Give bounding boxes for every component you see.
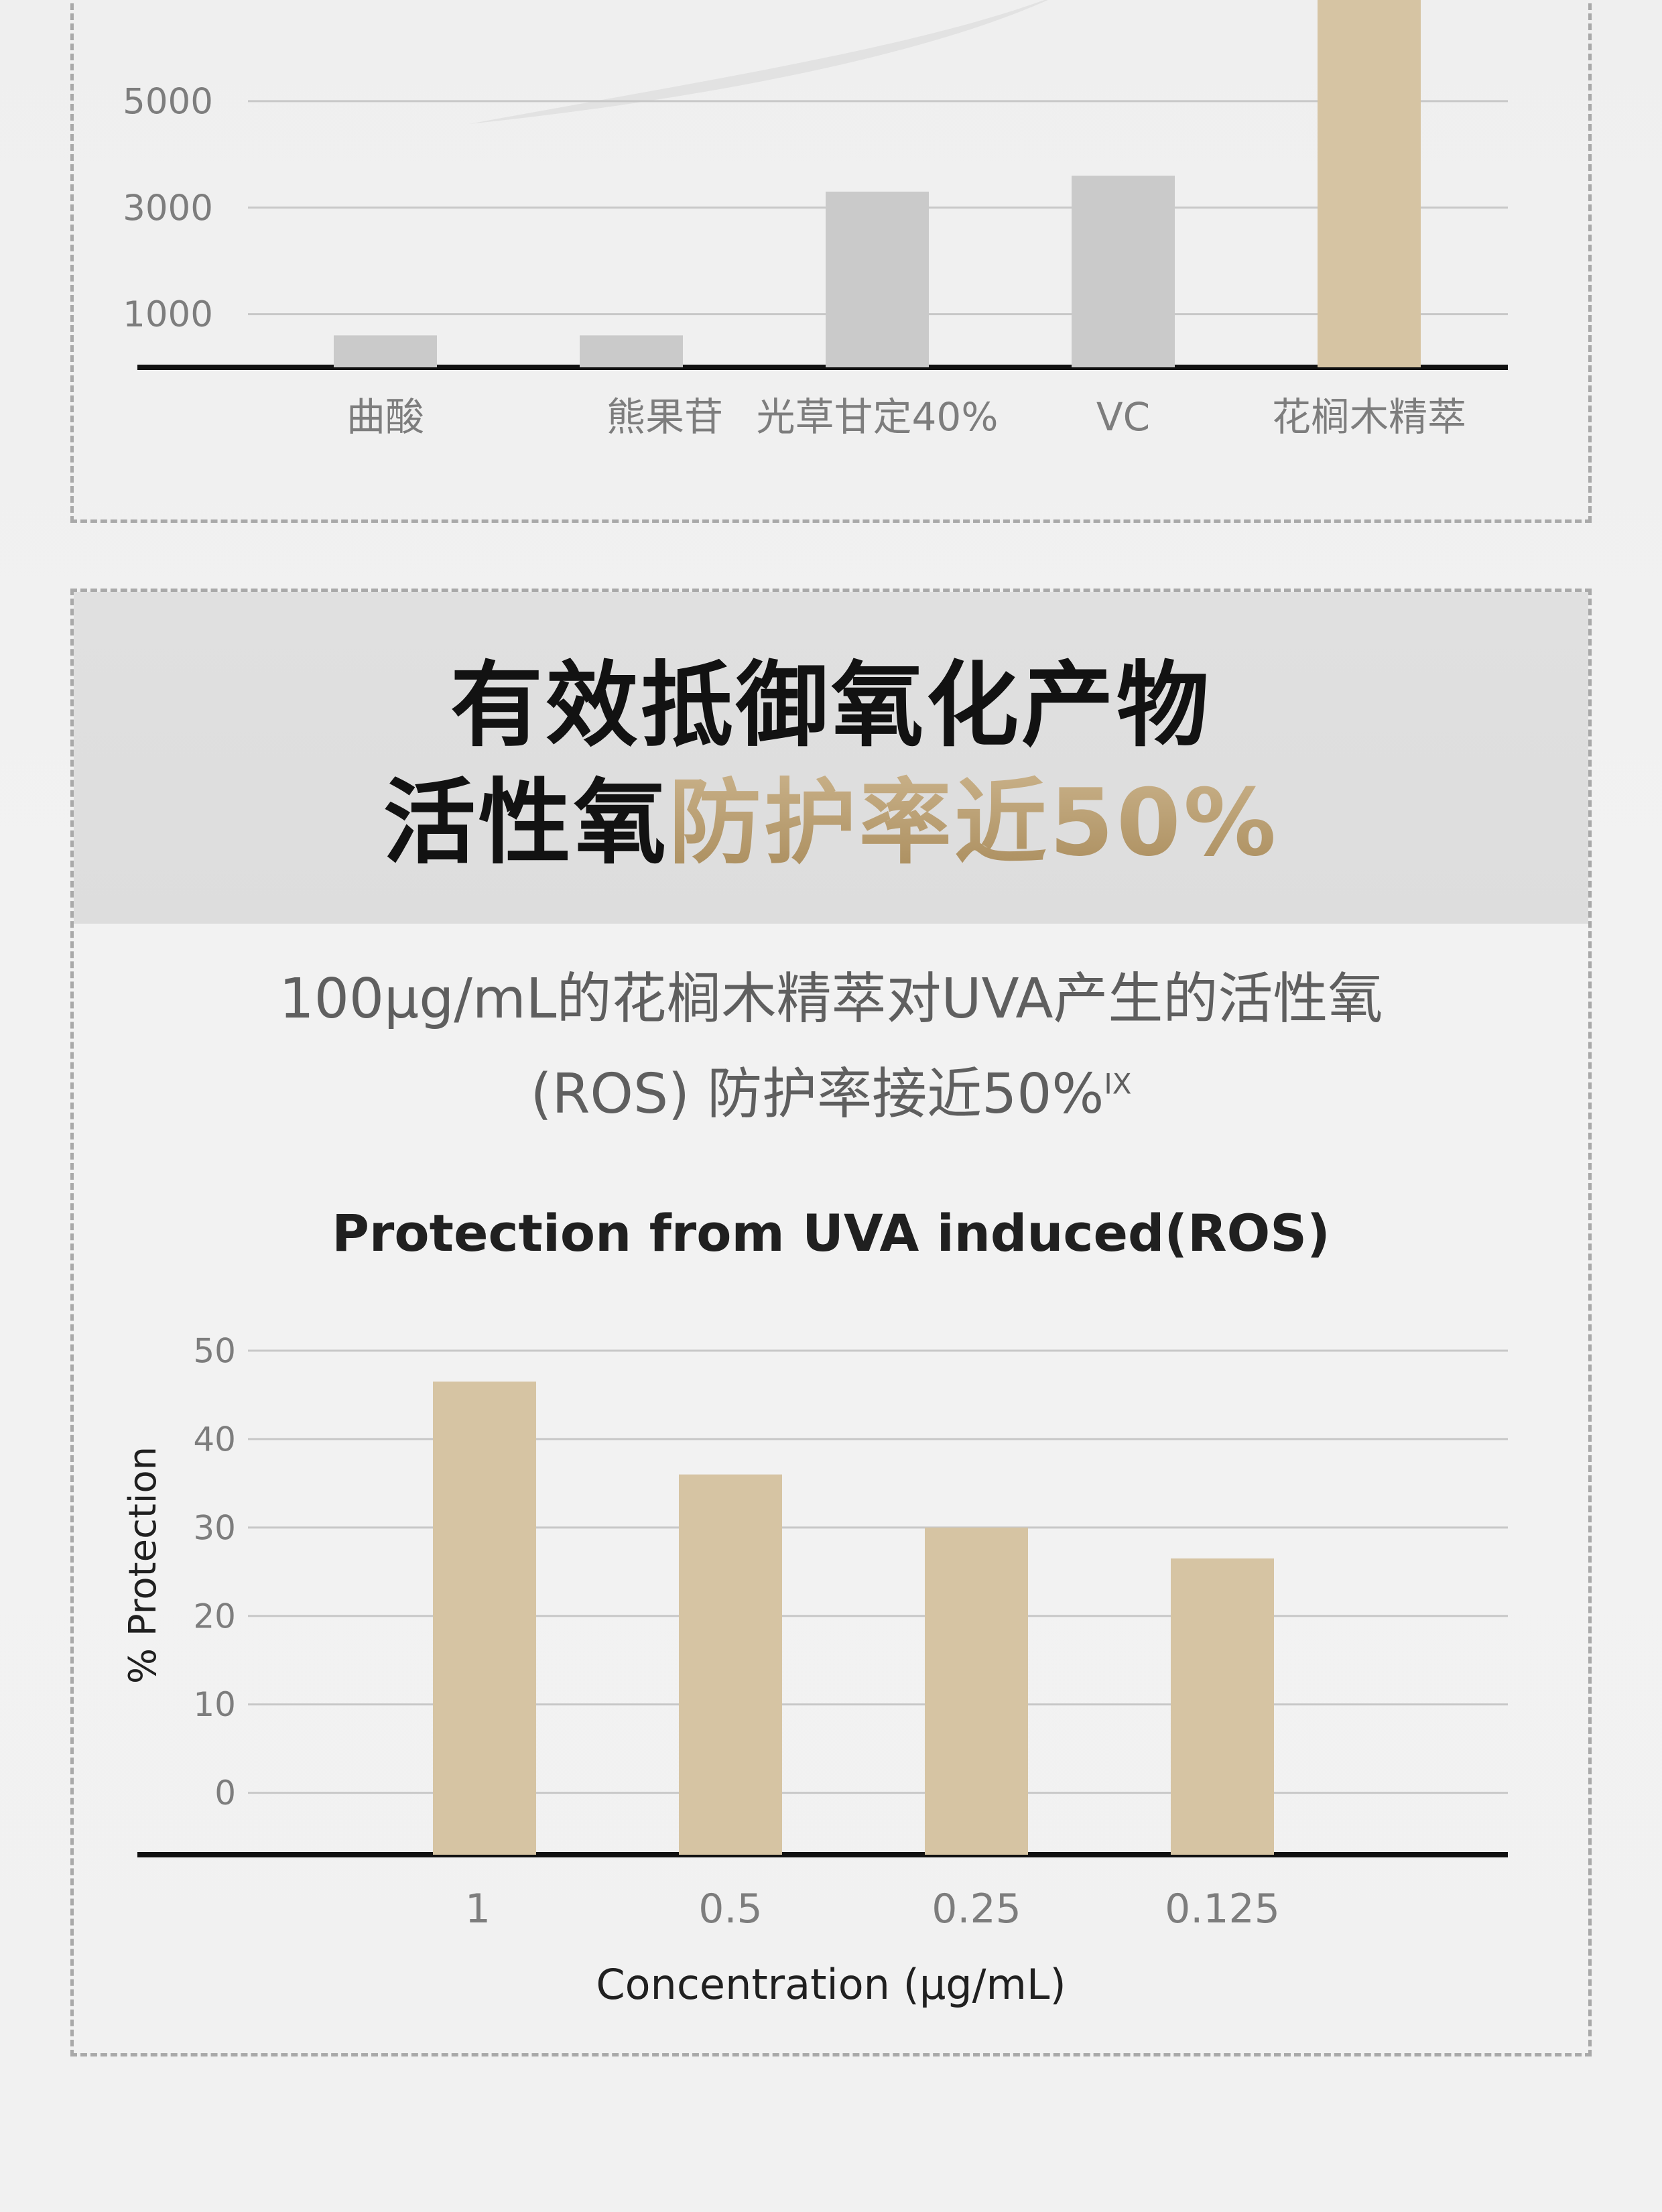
- headline-gold-part: 防护率近50%: [668, 769, 1279, 877]
- headline-line-2: 活性氧防护率近50%: [74, 773, 1588, 873]
- chart-title: Protection from UVA induced(ROS): [332, 1203, 1330, 1263]
- bar-3: [1171, 1558, 1274, 1855]
- bar-2: [925, 1527, 1028, 1855]
- top-chart: 1000 3000 5000 曲酸 熊果苷 光草甘定40% VC 花榈木精萃: [123, 0, 1508, 440]
- y-tick-label-0: 0: [214, 1774, 236, 1812]
- decorative-swoosh: [469, 0, 1048, 124]
- bar-4: [1318, 0, 1421, 367]
- bar-0: [334, 335, 437, 367]
- top-chart-panel: [70, 0, 1592, 523]
- y-tick-label-2: 5000: [123, 81, 213, 122]
- x-tick-label-1: 0.5: [698, 1886, 762, 1932]
- bar-0: [433, 1381, 536, 1855]
- x-tick-label-4: 花榈木精萃: [1272, 394, 1466, 440]
- bar-2: [826, 191, 929, 367]
- x-tick-label-2: 光草甘定40%: [757, 394, 999, 440]
- x-tick-label-2: 0.25: [932, 1886, 1021, 1932]
- citation-superscript: IX: [1104, 1067, 1132, 1101]
- x-tick-label-0: 曲酸: [346, 394, 424, 440]
- y-tick-label-4: 40: [193, 1420, 236, 1459]
- y-tick-label-3: 30: [193, 1508, 236, 1547]
- x-tick-label-3: VC: [1096, 394, 1150, 440]
- y-tick-label-0: 1000: [123, 294, 213, 335]
- y-axis-label: % Protection: [121, 1447, 165, 1684]
- bar-1: [679, 1474, 782, 1855]
- headline-line-1: 有效抵御氧化产物: [450, 652, 1212, 759]
- headline-dark-part: 活性氧: [383, 769, 669, 877]
- description-line-2: (ROS) 防护率接近50%IX: [74, 1061, 1588, 1128]
- description-line-2-text: (ROS) 防护率接近50%: [530, 1062, 1104, 1126]
- x-tick-label-0: 1: [465, 1886, 491, 1932]
- description-line-1: 100μg/mL的花榈木精萃对UVA产生的活性氧: [279, 967, 1383, 1031]
- y-tick-label-5: 50: [193, 1332, 236, 1371]
- x-tick-label-3: 0.125: [1165, 1886, 1280, 1932]
- y-tick-label-1: 3000: [123, 188, 213, 229]
- x-axis-label: Concentration (μg/mL): [596, 1960, 1066, 2009]
- headline-band: [74, 592, 1588, 924]
- bottom-chart: 0 10 20 30 40 50 1 0.5 0.25 0.125 Protection from …: [121, 1203, 1508, 2009]
- x-tick-label-1: 熊果苷: [606, 394, 723, 440]
- bottom-chart-panel: 有效抵御氧化产物 活性氧防护率近50% 100μg/mL的花榈木精萃对UVA产生…: [70, 589, 1592, 2056]
- bar-3: [1072, 176, 1175, 367]
- y-tick-label-1: 10: [193, 1685, 236, 1724]
- bar-1: [580, 335, 683, 367]
- y-tick-label-2: 20: [193, 1597, 236, 1636]
